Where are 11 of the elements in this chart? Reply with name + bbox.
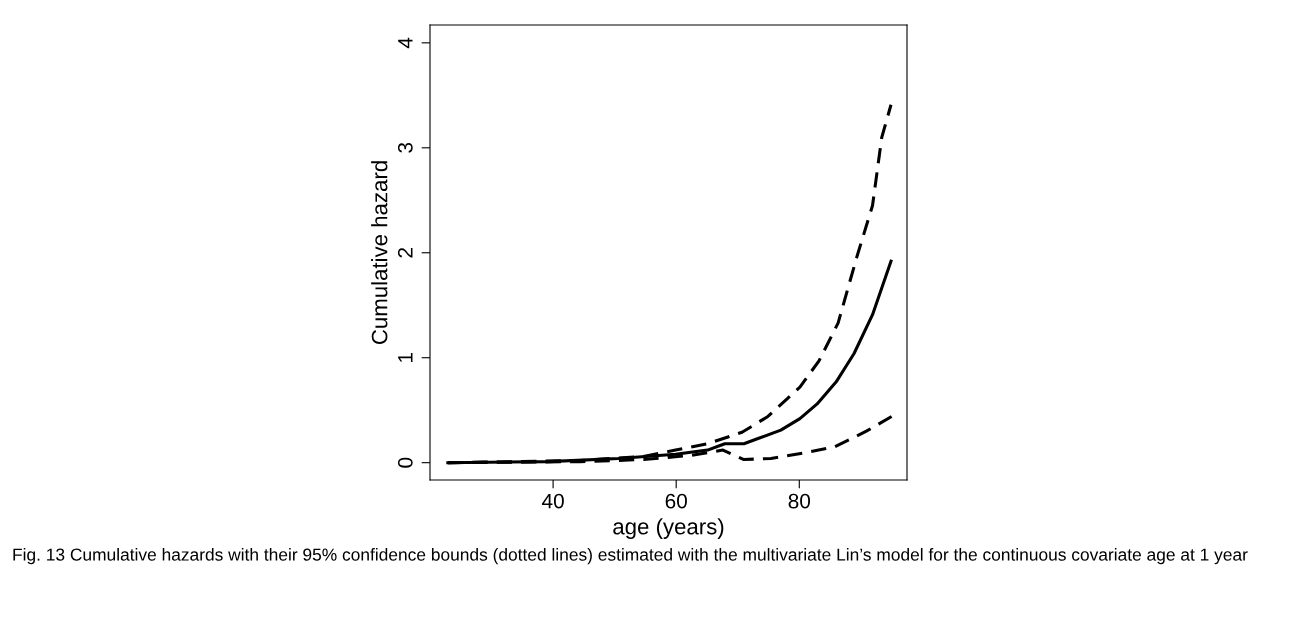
x-axis-title: age (years) [613, 518, 724, 539]
y-tick-label: 3 [397, 142, 413, 153]
y-tick-label: 1 [398, 352, 413, 362]
y-axis-title: Cumulative hazard [371, 161, 388, 344]
y-tick-label: 0 [397, 457, 413, 468]
x-tick-label: 60 [665, 493, 687, 509]
y-tick-label: 4 [398, 37, 413, 49]
caption: Fig. 13 Cumulative hazards with their 95% confidence bounds (dotted lines) estimated with the multivariate Lin’s model for the continuous covariate age at 1 year [13, 548, 1248, 565]
x-tick-label: 40 [541, 493, 564, 509]
x-tick-label: 80 [788, 493, 811, 509]
y-tick-label: 2 [397, 248, 413, 258]
